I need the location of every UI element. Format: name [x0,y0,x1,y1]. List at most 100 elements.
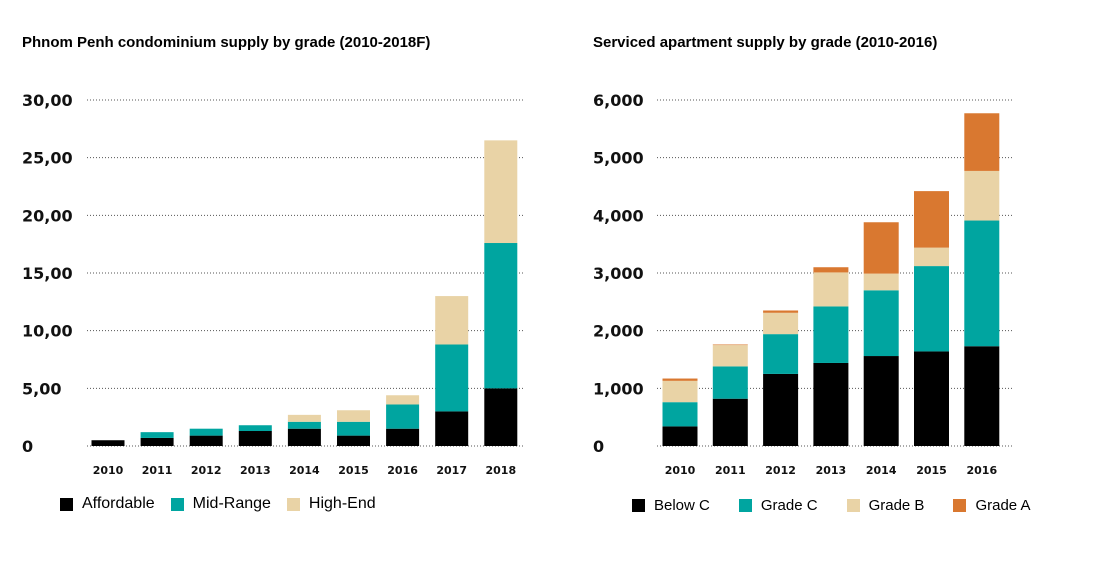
bar-grade-b-2016 [964,170,1000,221]
bar-mid-range-2014 [287,421,321,429]
y-tick-label: 20,00 [22,206,73,225]
legend-label: Grade A [975,497,1031,514]
y-tick-label: 30,00 [22,91,73,110]
bar-below-c-2012 [763,373,799,446]
bar-high-end-2016 [386,395,420,405]
bar-mid-range-2011 [140,432,174,438]
legend-label: High-End [308,495,376,512]
x-tick-label: 2015 [916,464,947,477]
bar-below-c-2013 [813,362,849,446]
y-tick-label: 5,00 [22,379,61,398]
y-tick-label: 1,000 [593,379,644,398]
y-tick-label: 15,00 [22,264,73,283]
bar-grade-c-2014 [863,290,899,357]
serviced-apartment-chart-panel: Serviced apartment supply by grade (2010… [545,0,1093,562]
chart-legend: Affordable Mid-Range High-End [60,495,392,513]
bar-affordable-2010 [91,440,125,446]
chart-title: Serviced apartment supply by grade (2010… [593,34,938,51]
bar-mid-range-2012 [189,428,223,436]
bar-grade-a-2016 [964,113,1000,171]
x-tick-label: 2017 [436,464,467,477]
x-tick-label: 2010 [93,464,124,477]
bar-grade-c-2012 [763,334,799,374]
legend-swatch [170,497,184,511]
bar-grade-a-2012 [763,310,799,313]
bar-high-end-2017 [435,296,469,345]
condominium-chart-panel: Phnom Penh condominium supply by grade (… [0,0,545,562]
bar-affordable-2016 [386,428,420,446]
legend-swatch [738,499,752,512]
bar-affordable-2017 [435,411,469,446]
bar-grade-b-2015 [914,247,949,267]
y-tick-label: 0 [593,437,604,456]
bar-grade-c-2010 [662,402,698,427]
serviced-apartment-chart-plot: 0 1,000 2,000 3,000 4,000 5,000 6,000 2010 2011 2… [593,91,1012,477]
bar-mid-range-2017 [435,344,469,412]
bar-high-end-2015 [337,410,370,422]
x-tick-label: 2011 [142,464,173,477]
bar-affordable-2015 [337,435,370,446]
bar-mid-range-2013 [238,425,272,432]
bar-affordable-2012 [189,435,223,446]
chart-title: Phnom Penh condominium supply by grade (… [22,34,431,51]
y-tick-label: 5,000 [593,149,644,168]
legend-label: Below C [654,497,710,514]
bar-high-end-2014 [287,414,321,422]
legend-label: Mid-Range [192,495,271,512]
bar-grade-b-2013 [813,272,849,307]
legend-item-high-end: High-End [286,495,376,513]
condominium-chart-plot: 0 5,00 10,00 15,00 20,00 25,00 30,00 2010 2011 20… [22,91,525,477]
x-tick-label: 2012 [191,464,222,477]
x-tick-label: 2013 [240,464,271,477]
bar-affordable-2018 [484,388,518,446]
legend-item-grade-b: Grade B [846,497,925,514]
bar-mid-range-2015 [337,421,370,436]
bar-grade-a-2013 [813,267,849,273]
bar-below-c-2015 [914,351,949,446]
bar-grade-a-2011 [712,344,748,346]
bar-below-c-2010 [662,426,698,446]
chart-legend: Below C Grade C Grade B Grade A [632,497,1059,514]
x-tick-label: 2014 [289,464,320,477]
y-tick-label: 25,00 [22,149,73,168]
bar-below-c-2014 [863,356,899,446]
x-tick-label: 2016 [387,464,418,477]
bar-affordable-2014 [287,428,321,446]
bar-below-c-2011 [712,398,748,446]
bar-high-end-2018 [484,140,518,244]
bar-mid-range-2016 [386,404,420,429]
y-tick-label: 4,000 [593,206,644,225]
legend-item-grade-c: Grade C [738,497,818,514]
x-tick-label: 2011 [715,464,746,477]
legend-swatch [953,499,967,512]
bar-grade-c-2013 [813,306,849,363]
bar-grade-b-2010 [662,380,698,403]
legend-item-below-c: Below C [632,497,710,514]
bar-grade-b-2012 [763,312,799,335]
bar-grade-b-2011 [712,345,748,367]
y-tick-label: 3,000 [593,264,644,283]
y-tick-label: 6,000 [593,91,644,110]
legend-item-grade-a: Grade A [953,497,1030,514]
legend-label: Affordable [82,495,155,512]
x-tick-label: 2012 [765,464,796,477]
legend-label: Grade B [868,497,925,514]
legend-label: Grade C [760,497,818,514]
bar-grade-a-2014 [863,222,899,274]
legend-swatch [632,499,645,512]
bar-grade-a-2015 [914,191,949,248]
x-tick-label: 2015 [338,464,369,477]
y-tick-label: 2,000 [593,322,644,341]
legend-swatch [846,499,860,512]
legend-item-affordable: Affordable [60,495,155,513]
bar-below-c-2016 [964,346,1000,446]
bar-affordable-2013 [238,431,272,446]
legend-swatch [60,497,73,511]
x-tick-label: 2010 [665,464,696,477]
y-tick-label: 10,00 [22,322,73,341]
bar-grade-b-2014 [863,273,899,291]
y-tick-label: 0 [22,437,33,456]
x-tick-label: 2016 [966,464,997,477]
legend-swatch [286,497,300,511]
bar-affordable-2011 [140,437,174,446]
